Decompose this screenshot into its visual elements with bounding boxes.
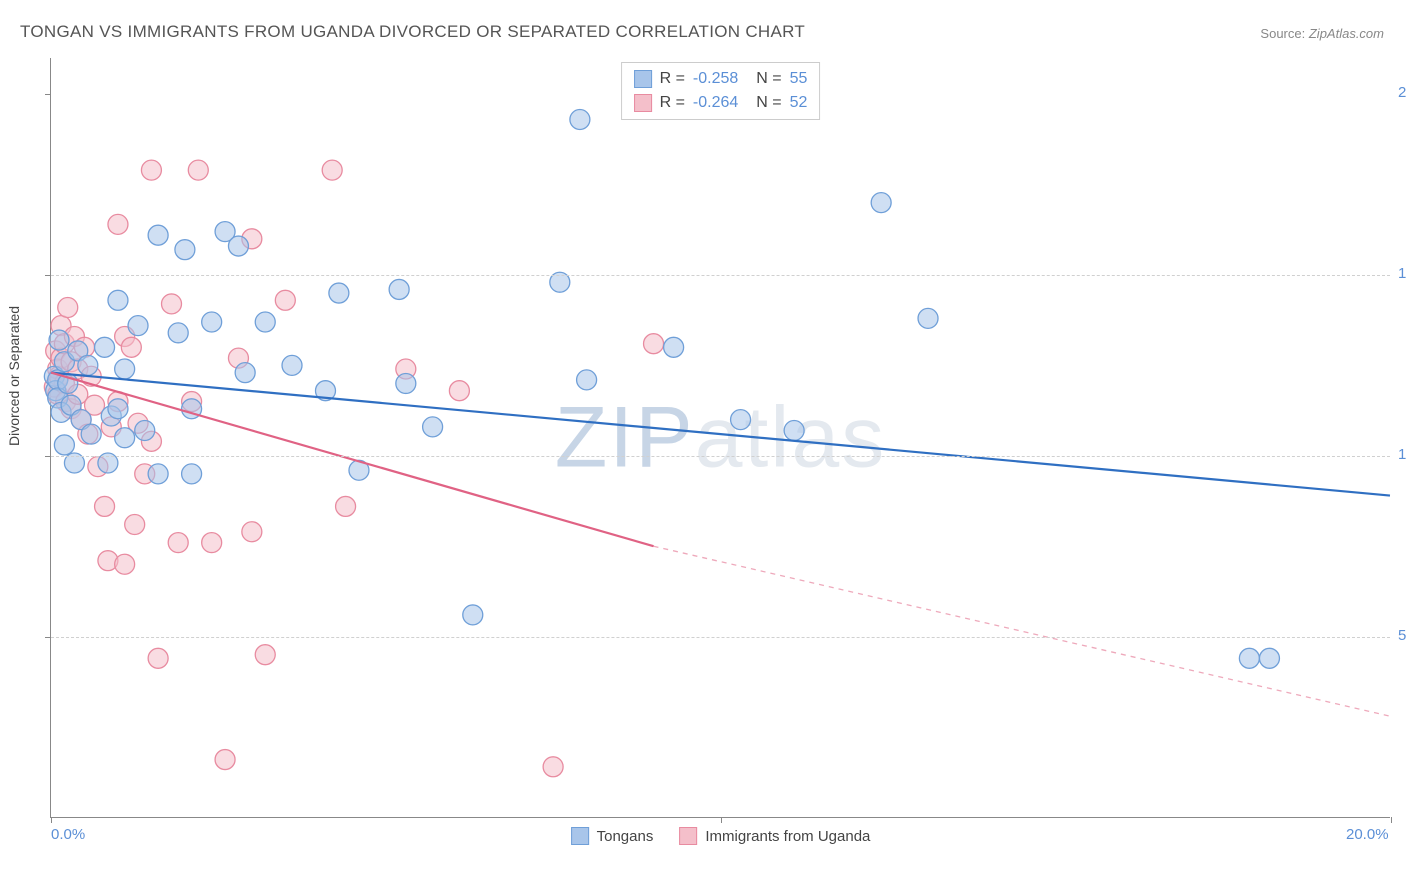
scatter-point bbox=[255, 312, 275, 332]
chart-container: TONGAN VS IMMIGRANTS FROM UGANDA DIVORCE… bbox=[0, 0, 1406, 892]
scatter-point bbox=[108, 214, 128, 234]
scatter-point bbox=[95, 496, 115, 516]
scatter-point bbox=[235, 363, 255, 383]
scatter-point bbox=[784, 420, 804, 440]
series-swatch bbox=[634, 70, 652, 88]
scatter-point bbox=[396, 373, 416, 393]
scatter-point bbox=[78, 355, 98, 375]
stats-legend-box: R = -0.258 N = 55 R = -0.264 N = 52 bbox=[621, 62, 821, 120]
scatter-point bbox=[644, 334, 664, 354]
scatter-point bbox=[148, 464, 168, 484]
scatter-point bbox=[115, 359, 135, 379]
legend-label: Tongans bbox=[597, 828, 654, 845]
x-tick-label: 0.0% bbox=[51, 826, 85, 843]
scatter-point bbox=[175, 240, 195, 260]
scatter-point bbox=[228, 236, 248, 256]
scatter-point bbox=[731, 410, 751, 430]
source-label: Source: bbox=[1260, 26, 1305, 41]
scatter-point bbox=[128, 316, 148, 336]
scatter-point bbox=[664, 337, 684, 357]
scatter-point bbox=[95, 337, 115, 357]
scatter-point bbox=[202, 312, 222, 332]
r-value: -0.264 bbox=[693, 91, 738, 115]
scatter-point bbox=[168, 533, 188, 553]
scatter-point bbox=[202, 533, 222, 553]
scatter-point bbox=[108, 399, 128, 419]
source-attribution: Source: ZipAtlas.com bbox=[1260, 26, 1384, 41]
scatter-point bbox=[148, 648, 168, 668]
y-axis-label: Divorced or Separated bbox=[6, 306, 22, 446]
scatter-point bbox=[141, 160, 161, 180]
r-value: -0.258 bbox=[693, 67, 738, 91]
scatter-point bbox=[871, 193, 891, 213]
scatter-point bbox=[329, 283, 349, 303]
series-legend: Tongans Immigrants from Uganda bbox=[571, 827, 871, 845]
scatter-point bbox=[389, 279, 409, 299]
legend-swatch bbox=[571, 827, 589, 845]
scatter-point bbox=[188, 160, 208, 180]
scatter-point bbox=[570, 109, 590, 129]
scatter-point bbox=[135, 420, 155, 440]
n-value: 55 bbox=[790, 67, 808, 91]
scatter-point bbox=[1239, 648, 1259, 668]
scatter-point bbox=[242, 522, 262, 542]
n-label: N = bbox=[756, 91, 781, 115]
scatter-point bbox=[54, 435, 74, 455]
regression-line bbox=[51, 373, 1390, 496]
scatter-point bbox=[162, 294, 182, 314]
legend-item: Tongans bbox=[571, 827, 654, 845]
r-label: R = bbox=[660, 67, 685, 91]
scatter-point bbox=[577, 370, 597, 390]
scatter-point bbox=[148, 225, 168, 245]
scatter-point bbox=[58, 298, 78, 318]
source-value: ZipAtlas.com bbox=[1309, 26, 1384, 41]
y-tick-label: 5.0% bbox=[1398, 627, 1406, 644]
x-tick-label: 20.0% bbox=[1346, 826, 1389, 843]
scatter-point bbox=[423, 417, 443, 437]
scatter-point bbox=[449, 381, 469, 401]
scatter-point bbox=[182, 464, 202, 484]
scatter-point bbox=[463, 605, 483, 625]
scatter-point bbox=[215, 750, 235, 770]
legend-swatch bbox=[679, 827, 697, 845]
plot-area: ZIPatlas R =-0.258N =55R =-0.264N =52 To… bbox=[50, 58, 1390, 818]
legend-item: Immigrants from Uganda bbox=[679, 827, 870, 845]
gridline bbox=[51, 637, 1390, 638]
n-value: 52 bbox=[790, 91, 808, 115]
scatter-point bbox=[1259, 648, 1279, 668]
r-label: R = bbox=[660, 91, 685, 115]
scatter-point bbox=[108, 290, 128, 310]
regression-extrapolation bbox=[654, 546, 1390, 716]
series-swatch bbox=[634, 94, 652, 112]
y-tick-label: 10.0% bbox=[1398, 446, 1406, 463]
chart-title: TONGAN VS IMMIGRANTS FROM UGANDA DIVORCE… bbox=[20, 22, 805, 42]
scatter-point bbox=[81, 424, 101, 444]
n-label: N = bbox=[756, 67, 781, 91]
legend-label: Immigrants from Uganda bbox=[705, 828, 870, 845]
scatter-point bbox=[282, 355, 302, 375]
scatter-point bbox=[115, 554, 135, 574]
scatter-point bbox=[336, 496, 356, 516]
scatter-point bbox=[322, 160, 342, 180]
scatter-point bbox=[543, 757, 563, 777]
scatter-point bbox=[918, 308, 938, 328]
y-tick-label: 15.0% bbox=[1398, 265, 1406, 282]
scatter-point bbox=[115, 428, 135, 448]
gridline bbox=[51, 275, 1390, 276]
gridline bbox=[51, 456, 1390, 457]
plot-svg bbox=[51, 58, 1390, 817]
scatter-point bbox=[275, 290, 295, 310]
scatter-point bbox=[49, 330, 69, 350]
stats-row: R = -0.258 N = 55 bbox=[634, 67, 808, 91]
scatter-point bbox=[121, 337, 141, 357]
scatter-point bbox=[168, 323, 188, 343]
y-tick-label: 20.0% bbox=[1398, 84, 1406, 101]
scatter-point bbox=[125, 515, 145, 535]
scatter-point bbox=[255, 645, 275, 665]
stats-row: R = -0.264 N = 52 bbox=[634, 91, 808, 115]
